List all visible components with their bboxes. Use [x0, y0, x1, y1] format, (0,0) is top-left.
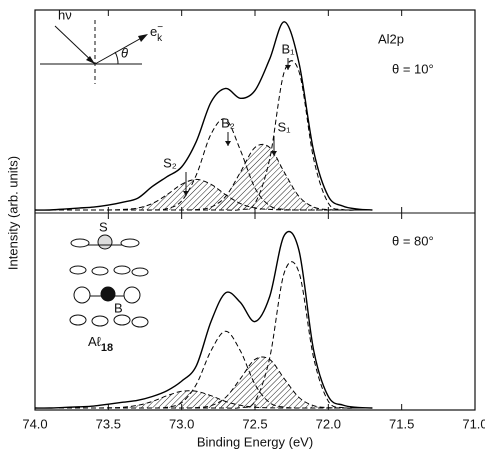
- arrow-head: [285, 65, 291, 70]
- cluster-label: Aℓ18: [88, 334, 113, 353]
- hatched-area: [35, 179, 373, 211]
- photon-label: hν: [58, 7, 72, 22]
- inset-angle: θ: [121, 45, 128, 60]
- angle-label: θ = 80°: [392, 233, 434, 248]
- cluster-size: 18: [101, 342, 113, 354]
- electron-label: e− k: [150, 22, 163, 44]
- component-label: B₁: [281, 41, 295, 56]
- arrow-head: [225, 141, 231, 146]
- arrow-head: [271, 151, 277, 156]
- x-tick-label: 73.5: [96, 416, 121, 431]
- electron-symbol: e: [150, 24, 157, 39]
- hatched-area: [35, 357, 373, 409]
- angle-label: θ = 10°: [392, 61, 434, 76]
- x-tick-label: 72.0: [316, 416, 341, 431]
- x-tick-label: 71.5: [389, 416, 414, 431]
- component-curve: [35, 390, 373, 409]
- x-tick-label: 72.5: [242, 416, 267, 431]
- component-label: B₂: [221, 115, 235, 130]
- component-label: S₁: [277, 119, 291, 134]
- electron-charge: −: [157, 22, 163, 33]
- component-curve: [34, 178, 373, 211]
- core-level-label: Al2p: [378, 31, 404, 46]
- component-label: S₂: [163, 155, 177, 170]
- x-tick-label: 73.0: [169, 416, 194, 431]
- x-axis-label: Binding Energy (eV): [197, 434, 313, 449]
- electron-subscript: k: [157, 33, 163, 44]
- cluster-diagram: [69, 234, 149, 328]
- inset-diagram: hν e− k θ: [40, 7, 163, 84]
- x-tick-label: 71.0: [462, 416, 485, 431]
- hatched-area: [35, 390, 373, 409]
- spectrum-curve: [34, 21, 373, 211]
- bulk-atom-label: B: [114, 300, 123, 315]
- y-axis-label: Intensity (arb. units): [5, 156, 20, 270]
- surface-atom-label: S: [99, 219, 108, 234]
- hatched-area: [35, 144, 373, 211]
- arrow-head: [183, 191, 189, 196]
- cluster-name: Aℓ: [88, 334, 102, 349]
- component-curve: [35, 261, 373, 409]
- x-tick-label: 74.0: [22, 416, 47, 431]
- spectrum-curve: [34, 230, 373, 409]
